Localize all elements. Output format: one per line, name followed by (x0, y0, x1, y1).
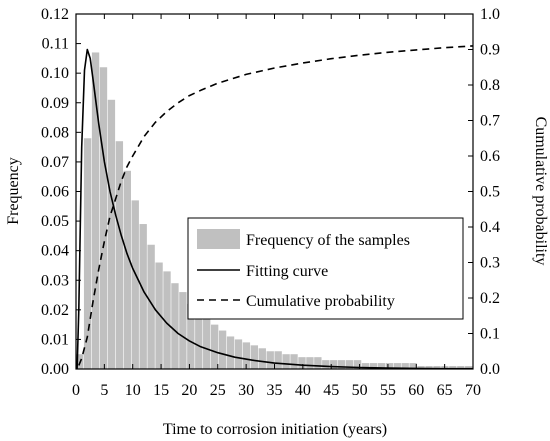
histogram-bar (393, 363, 401, 369)
histogram-bar (147, 244, 155, 369)
histogram-bar (163, 271, 171, 369)
x-axis-label: Time to corrosion initiation (years) (163, 421, 387, 438)
histogram-bar (306, 357, 314, 369)
histogram-bar (91, 52, 100, 369)
histogram-bar (449, 366, 457, 369)
histogram-bar (433, 366, 441, 369)
cumulative-probability-line (78, 45, 474, 366)
y2-tick-label: 0.6 (480, 148, 500, 165)
y-tick-label: 0.02 (41, 302, 69, 319)
histogram-bar (83, 138, 92, 369)
histogram-bar (115, 141, 124, 369)
histogram-bar (274, 351, 282, 369)
axis-ticks: 0 5 10 15 20 25 30 35 40 45 50 55 60 65 70 0.00 0.01 0.02… (41, 6, 500, 399)
x-tick-label: 35 (267, 382, 283, 399)
x-tick-label: 25 (210, 382, 226, 399)
histogram-bar (107, 99, 116, 370)
y2-axis-label: Cumulative probability (532, 117, 549, 266)
histogram-bar (409, 363, 417, 369)
y2-tick-label: 0.2 (480, 290, 500, 307)
x-tick-label: 5 (100, 382, 108, 399)
legend-label-frequency: Frequency of the samples (246, 232, 410, 249)
y-axis-label: Frequency (5, 157, 22, 225)
histogram-bar (139, 224, 147, 369)
y-tick-label: 0.04 (41, 243, 69, 260)
histogram-bar (282, 354, 290, 369)
histogram-bar (234, 339, 243, 369)
y-tick-label: 0.05 (41, 213, 69, 230)
y-tick-label: 0.03 (41, 272, 69, 289)
histogram-bar (330, 360, 338, 369)
x-tick-label: 50 (352, 382, 368, 399)
histogram-bar (298, 357, 306, 369)
histogram-bar (210, 324, 219, 369)
histogram-bar (179, 292, 187, 369)
y2-tick-label: 0.3 (480, 255, 500, 272)
histogram-bar (203, 318, 211, 369)
histogram-bar (218, 330, 227, 369)
histogram-bar (377, 363, 386, 369)
y2-tick-label: 0.9 (480, 42, 500, 59)
histogram-bar (242, 342, 251, 369)
y-tick-label: 0.00 (41, 361, 69, 378)
histogram-bar (131, 200, 139, 369)
x-tick-label: 30 (238, 382, 254, 399)
y2-tick-label: 0.4 (480, 219, 500, 236)
y2-tick-label: 0.0 (480, 361, 500, 378)
histogram-bar (361, 363, 370, 369)
x-tick-label: 15 (153, 382, 169, 399)
histogram-bar (187, 303, 195, 369)
y-tick-label: 0.10 (41, 65, 69, 82)
histogram-bar (457, 366, 465, 369)
legend-label-fitting: Fitting curve (246, 263, 328, 280)
histogram-bar (258, 348, 266, 369)
x-tick-label: 10 (125, 382, 141, 399)
x-tick-label: 0 (72, 382, 80, 399)
histogram-bar (314, 357, 322, 369)
histogram-bar (338, 360, 346, 369)
y-tick-label: 0.08 (41, 124, 69, 141)
histogram-bar (195, 309, 203, 369)
x-tick-label: 45 (323, 382, 339, 399)
legend: Frequency of the samples Fitting curve C… (187, 217, 464, 320)
histogram-bar (266, 351, 274, 369)
y-tick-label: 0.01 (41, 331, 69, 348)
histogram-bar (385, 363, 393, 369)
y-tick-label: 0.09 (41, 95, 69, 112)
histogram-bar (226, 336, 235, 369)
histogram-bar (345, 360, 354, 369)
histogram-bar (417, 366, 425, 369)
y2-tick-label: 0.7 (480, 113, 500, 130)
histogram-bar (322, 360, 330, 369)
y2-tick-label: 0.5 (480, 184, 500, 201)
y-tick-label: 0.12 (41, 6, 69, 23)
histogram-bar (353, 360, 362, 369)
legend-label-cumulative: Cumulative probability (246, 293, 395, 310)
histogram-bars (76, 52, 473, 370)
histogram-bar (290, 354, 298, 369)
histogram-bar (465, 366, 473, 369)
histogram-bar (99, 67, 108, 369)
x-tick-label: 40 (295, 382, 311, 399)
x-tick-label: 60 (408, 382, 424, 399)
y-tick-label: 0.11 (42, 36, 69, 53)
y2-tick-label: 0.1 (480, 326, 500, 343)
y2-tick-label: 1.0 (480, 6, 500, 23)
y-tick-label: 0.07 (41, 154, 69, 171)
histogram-bar (369, 363, 378, 369)
y-tick-label: 0.06 (41, 184, 69, 201)
histogram-bar (401, 363, 409, 369)
x-tick-label: 70 (465, 382, 481, 399)
x-tick-label: 55 (380, 382, 396, 399)
y2-tick-label: 0.8 (480, 77, 500, 94)
histogram-bar (250, 345, 259, 369)
legend-swatch-frequency (197, 229, 240, 249)
x-tick-label: 20 (181, 382, 197, 399)
x-tick-label: 65 (437, 382, 453, 399)
histogram-bar (425, 366, 433, 369)
histogram-bar (155, 262, 163, 369)
histogram-bar (123, 170, 131, 369)
histogram-bar (171, 283, 179, 369)
